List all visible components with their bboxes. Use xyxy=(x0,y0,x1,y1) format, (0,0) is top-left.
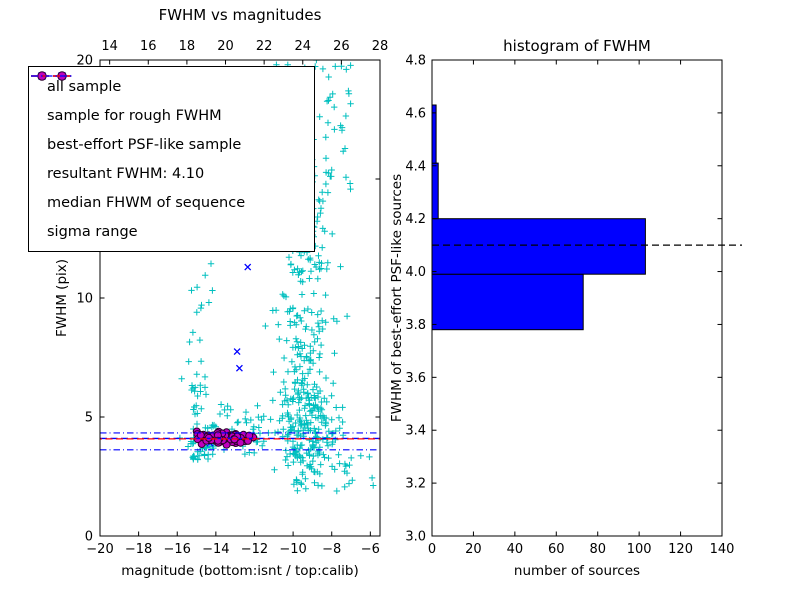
psf-like-point xyxy=(245,431,254,440)
y-tick-label: 5 xyxy=(85,411,93,426)
x-tick-label: −8 xyxy=(322,542,341,557)
hist-title: histogram of FWHM xyxy=(503,37,651,55)
hist-ticks: 0 20 40 60 80 100 120 140 3.0 3.2 3.4 3.6 3.8 4.0 4.2 4… xyxy=(405,54,734,558)
x-tick-label: −12 xyxy=(241,542,268,557)
top-tick-label: 26 xyxy=(333,39,350,54)
histogram-bar xyxy=(431,162,439,220)
x-tick-label: 20 xyxy=(465,542,482,557)
all-sample-markers xyxy=(269,292,346,471)
y-tick-label: 4.4 xyxy=(405,159,426,174)
y-tick-label: 4.6 xyxy=(405,106,426,121)
y-tick-label: 3.4 xyxy=(405,424,426,439)
legend-entry-label: median FHWM of sequence xyxy=(47,194,246,211)
legend-entry: median FHWM of sequence xyxy=(31,75,314,217)
top-tick-label: 20 xyxy=(217,39,234,54)
psf-like-point xyxy=(236,438,245,447)
x-tick-label: −14 xyxy=(202,542,229,557)
x-tick-label: 140 xyxy=(710,542,735,557)
top-tick-label: 28 xyxy=(372,39,389,54)
legend-entry-label: best-effort PSF-like sample xyxy=(47,136,242,153)
all-sample-markers xyxy=(176,260,216,463)
top-tick-label: 22 xyxy=(256,39,273,54)
y-tick-label: 20 xyxy=(76,54,93,69)
legend-entry-label: all sample xyxy=(47,78,122,95)
top-tick-label: 24 xyxy=(294,39,311,54)
x-tick-label: −10 xyxy=(279,542,306,557)
top-tick-label: 16 xyxy=(140,39,157,54)
all-sample-markers xyxy=(284,448,377,495)
legend-entry: resultant FWHM: 4.10 xyxy=(31,75,314,188)
y-tick-label: 0 xyxy=(85,530,93,545)
x-tick-label: 80 xyxy=(589,542,606,557)
legend-marker-dashdot-line-icon xyxy=(31,75,73,77)
x-tick-label: 40 xyxy=(507,542,524,557)
hist-xlabel: number of sources xyxy=(513,563,641,579)
histogram-bar xyxy=(431,273,584,331)
top-tick-label: 14 xyxy=(101,39,118,54)
x-tick-label: −16 xyxy=(164,542,191,557)
legend-entry-label: sigma range xyxy=(47,223,138,240)
legend-entry: best-effort PSF-like sample xyxy=(37,71,314,159)
legend-entry: sample for rough FWHM xyxy=(37,72,314,130)
scatter-xlabel: magnitude (bottom:isnt / top:calib) xyxy=(121,563,359,579)
legend-entry-label: resultant FWHM: 4.10 xyxy=(47,165,205,182)
histogram-bar xyxy=(431,104,437,164)
x-tick-label: 100 xyxy=(627,542,652,557)
x-tick-label: −6 xyxy=(361,542,380,557)
x-tick-label: 120 xyxy=(668,542,693,557)
y-tick-label: 4.2 xyxy=(405,212,426,227)
top-tick-label: 18 xyxy=(179,39,196,54)
x-tick-label: −20 xyxy=(86,542,113,557)
histogram-bars xyxy=(431,104,646,331)
legend-entry-label: sample for rough FWHM xyxy=(47,107,222,124)
hist-axes-frame xyxy=(431,59,723,537)
x-tick-label: 0 xyxy=(428,542,436,557)
x-tick-label: −18 xyxy=(125,542,152,557)
y-tick-label: 3.0 xyxy=(405,530,426,545)
y-tick-label: 3.6 xyxy=(405,371,426,386)
y-tick-label: 3.2 xyxy=(405,477,426,492)
y-tick-label: 3.8 xyxy=(405,318,426,333)
legend-entry: sigma range xyxy=(31,75,314,246)
histogram-bar xyxy=(431,218,646,275)
x-tick-label: 60 xyxy=(548,542,565,557)
hist-ylabel: FWHM of best-effort PSF-like sources xyxy=(389,173,405,423)
legend-entry: all sample xyxy=(37,72,314,101)
y-tick-label: 10 xyxy=(76,292,93,307)
scatter-ylabel: FWHM (pix) xyxy=(54,258,70,338)
y-tick-label: 4.0 xyxy=(405,265,426,280)
scatter-title: FWHM vs magnitudes xyxy=(158,6,322,24)
y-tick-label: 4.8 xyxy=(405,54,426,69)
legend: all sample sample for rough FWHM best-effo… xyxy=(28,66,315,252)
